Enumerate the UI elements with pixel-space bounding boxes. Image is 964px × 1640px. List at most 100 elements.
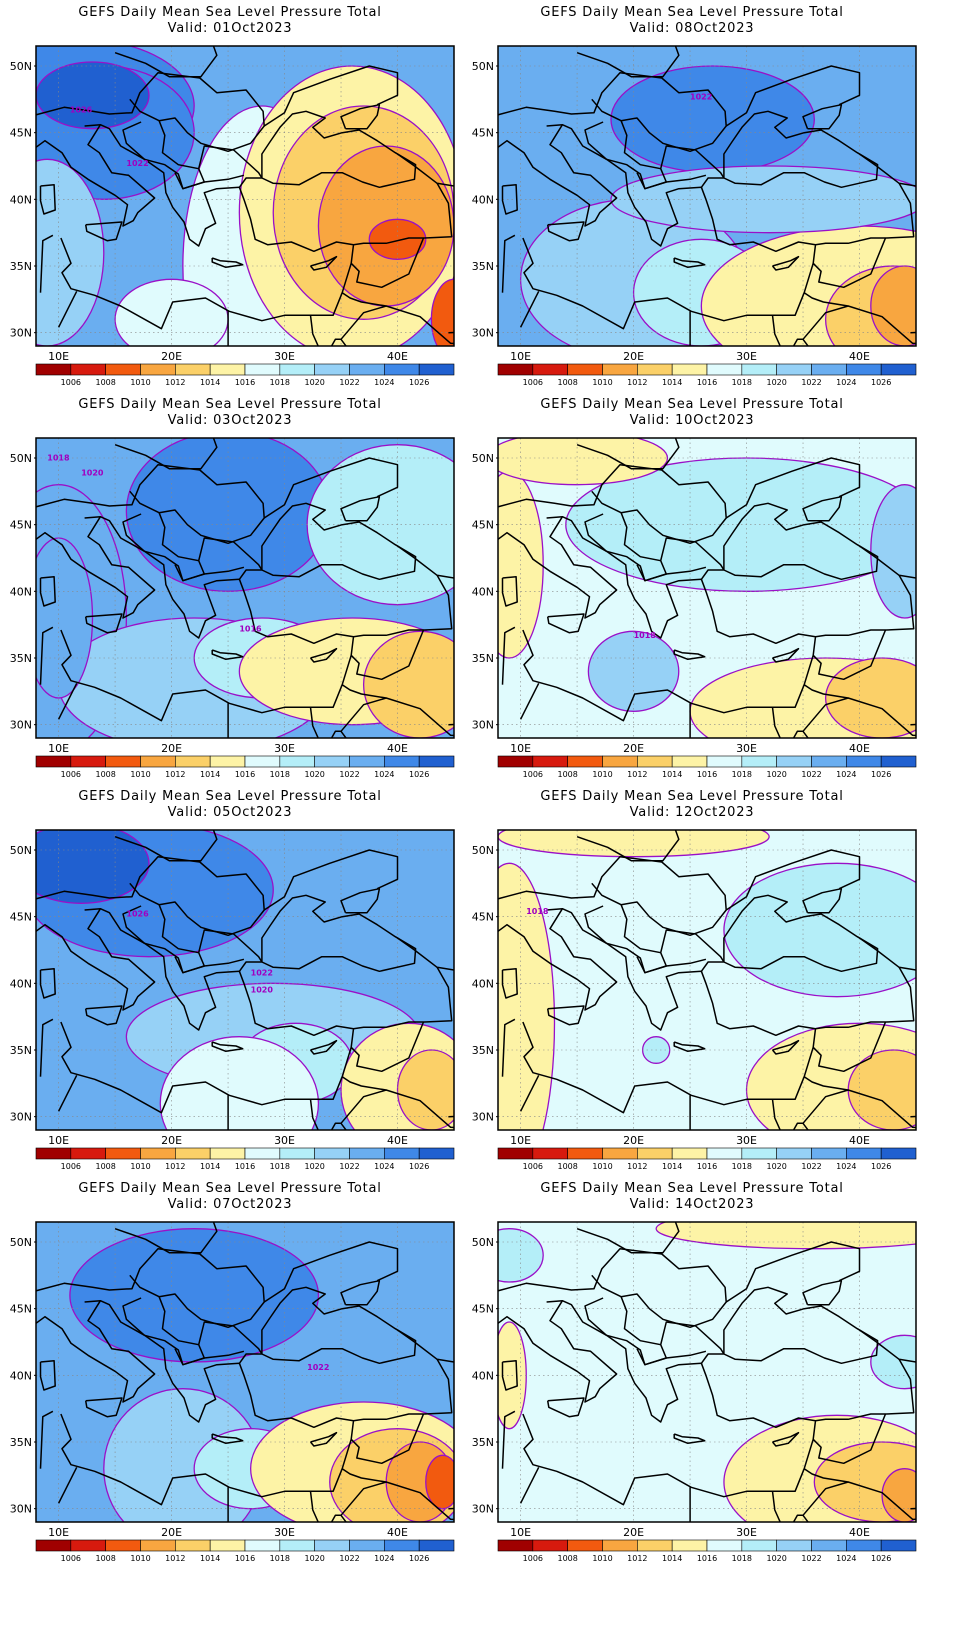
lat-tick-label: 45N: [472, 127, 494, 140]
coastline: [847, 697, 916, 737]
colorbar-level-label: 1022: [339, 770, 359, 779]
lat-tick-label: 30N: [472, 1503, 494, 1516]
lat-tick-label: 30N: [472, 719, 494, 732]
colorbar-level-label: 1012: [627, 770, 647, 779]
isobar-label: 1018: [634, 631, 657, 640]
colorbar-swatch: [244, 363, 281, 376]
colorbar-level-label: 1012: [627, 1162, 647, 1171]
coastline: [114, 830, 218, 862]
coastline: [60, 1300, 355, 1506]
coastline: [238, 1353, 262, 1364]
pressure-map: 1018 50N 45N 40N 35N 30N 10E 20E 30E 40E 1006 1008 1…: [472, 829, 917, 1171]
coastline: [263, 457, 399, 519]
coastline: [725, 1241, 861, 1303]
coastline: [211, 1041, 244, 1053]
coastline: [723, 1286, 879, 1365]
colorbar-swatch: [384, 363, 420, 376]
colorbar-swatch: [140, 1539, 176, 1552]
panel-title: GEFS Daily Mean Sea Level Pressure Total: [540, 789, 844, 804]
coastline: [700, 569, 724, 580]
isobar-region: [870, 1334, 916, 1390]
coastline: [39, 183, 56, 215]
coastline: [36, 515, 156, 619]
coastline: [57, 682, 78, 720]
coastline: [36, 855, 265, 937]
colorbar-level-label: 1014: [200, 1162, 220, 1171]
colorbar-swatch: [418, 755, 455, 768]
colorbar-swatch: [105, 1539, 141, 1552]
coastline: [353, 966, 453, 1030]
lon-tick-label: 30E: [736, 742, 757, 755]
colorbar-swatch: [776, 1539, 812, 1552]
coastline: [498, 463, 727, 545]
colorbar-level-label: 1022: [339, 1554, 359, 1563]
isobar-region: [159, 1036, 320, 1130]
isobar-region: [498, 830, 770, 858]
coastline: [584, 513, 707, 582]
lat-tick-label: 50N: [10, 844, 32, 857]
coastline: [859, 1329, 916, 1363]
coastline: [812, 1413, 887, 1465]
coastline: [353, 182, 453, 246]
coastline: [238, 177, 262, 188]
colorbar-swatch: [384, 1539, 420, 1552]
coastline: [576, 46, 680, 78]
colorbar-level-label: 1014: [200, 770, 220, 779]
coastline: [340, 292, 387, 340]
coastline: [114, 46, 218, 78]
colorbar-level-label: 1014: [662, 378, 682, 387]
coastline: [812, 237, 887, 289]
colorbar-swatch: [811, 755, 847, 768]
coastline: [261, 502, 417, 581]
colorbar-level-label: 1020: [304, 378, 324, 387]
colorbar-swatch: [418, 1539, 455, 1552]
colorbar-level-label: 1018: [270, 1554, 290, 1563]
colorbar-swatch: [846, 363, 882, 376]
lat-tick-label: 30N: [472, 327, 494, 340]
colorbar-level-label: 1016: [235, 770, 255, 779]
coastline: [122, 905, 245, 974]
coastline: [915, 955, 916, 957]
coastline: [802, 887, 843, 914]
colorbar-level-label: 1016: [697, 770, 717, 779]
colorbar-level-label: 1020: [304, 1162, 324, 1171]
lat-tick-label: 50N: [472, 1236, 494, 1249]
coastline: [309, 315, 347, 346]
colorbar-level-label: 1010: [592, 378, 612, 387]
coastline: [39, 626, 54, 685]
colorbar-swatch: [209, 1539, 246, 1552]
coastline: [700, 961, 724, 972]
colorbar-swatch: [384, 755, 420, 768]
lat-tick-label: 30N: [10, 1111, 32, 1124]
colorbar-swatch: [279, 755, 315, 768]
colorbar-swatch: [70, 1147, 106, 1160]
coastline: [723, 502, 879, 581]
lon-tick-label: 10E: [510, 1526, 531, 1539]
colorbar-level-label: 1010: [130, 770, 150, 779]
coastline: [36, 907, 156, 1011]
coastline: [385, 697, 454, 737]
colorbar-level-label: 1006: [523, 1554, 543, 1563]
panel-title: GEFS Daily Mean Sea Level Pressure Total: [540, 1181, 844, 1196]
map-panel: GEFS Daily Mean Sea Level Pressure Total…: [462, 784, 922, 1184]
map-panel: GEFS Daily Mean Sea Level Pressure Total…: [0, 0, 460, 400]
colorbar-level-label: 1026: [409, 1162, 429, 1171]
coastline: [915, 171, 916, 173]
lon-tick-label: 20E: [161, 742, 182, 755]
coastline: [39, 967, 56, 999]
coastline: [39, 234, 54, 293]
lat-tick-label: 40N: [10, 1369, 32, 1382]
coastline: [350, 629, 425, 681]
coastline: [498, 1299, 618, 1403]
lat-tick-label: 40N: [10, 193, 32, 206]
panel-title: GEFS Daily Mean Sea Level Pressure Total: [78, 5, 382, 20]
map-frame: [35, 829, 455, 1131]
colorbar-swatch: [349, 363, 385, 376]
coastline: [353, 1358, 453, 1422]
colorbar-swatch: [671, 1539, 708, 1552]
colorbar-swatch: [637, 363, 673, 376]
colorbar-level-label: 1016: [697, 378, 717, 387]
colorbar-swatch: [532, 1539, 568, 1552]
lon-tick-label: 10E: [510, 350, 531, 363]
isobar-label: 1022: [126, 159, 148, 168]
